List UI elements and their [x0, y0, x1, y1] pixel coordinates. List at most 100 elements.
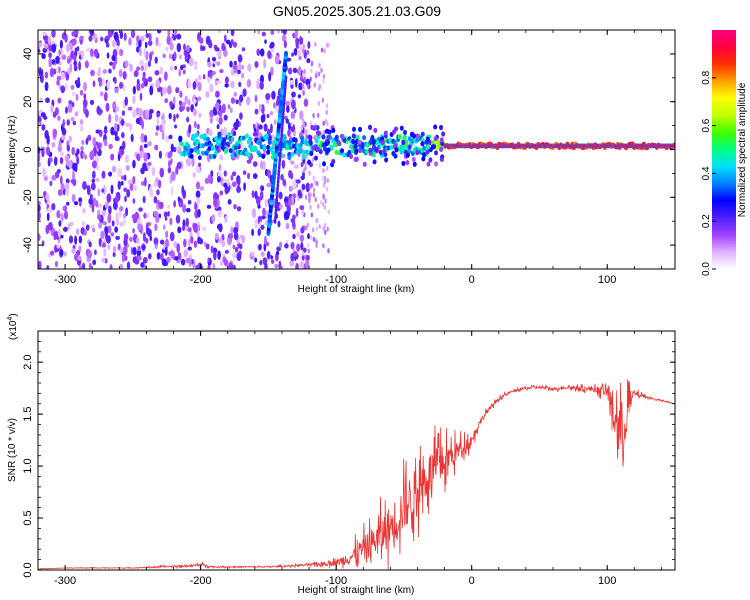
spectrogram-noise-cell — [85, 109, 89, 118]
spectrogram-noise-cell — [81, 262, 86, 269]
spectrogram-noise-cell — [158, 201, 164, 210]
spectrogram-noise-cell — [193, 240, 198, 249]
spectrogram-noise-cell — [302, 44, 305, 50]
spectrogram-noise-cell — [161, 130, 165, 141]
spectrogram-noise-cell — [138, 108, 143, 118]
spectrogram-noise-cell — [239, 94, 244, 103]
spectrogram-noise-cell — [221, 240, 226, 248]
spectrogram-noise-cell — [256, 83, 260, 90]
spectrogram-noise-cell — [124, 60, 129, 68]
spectrogram-noise-cell — [52, 128, 58, 138]
spectrogram-noise-cell — [112, 101, 117, 111]
spectrogram-noise-cell — [179, 90, 183, 98]
spectrogram-noise-cell — [144, 41, 148, 49]
spectrogram-noise-cell — [308, 196, 311, 202]
spectrogram-signal-halo — [439, 124, 444, 131]
spectrogram-noise-cell — [41, 53, 46, 60]
spectrogram-noise-cell — [186, 158, 192, 167]
spectrogram-noise-cell — [49, 67, 55, 78]
spectrogram-signal-cell — [214, 150, 219, 156]
spectrogram-noise-cell — [121, 253, 125, 263]
colorbar: 0.0 0.2 0.4 0.6 0.8 Normalized spectral ampl… — [701, 30, 748, 276]
spectrogram-noise-cell — [73, 65, 78, 72]
spectrogram-noise-cell — [245, 96, 251, 106]
spectrogram-noise-cell — [156, 200, 160, 205]
spectrogram-noise-cell — [236, 186, 242, 194]
snr-x-tick-label: -300 — [54, 575, 76, 587]
spectrogram-noise-cell — [172, 251, 176, 261]
spectrogram-signal-halo — [420, 131, 425, 137]
spectrogram-noise-cell — [214, 102, 220, 111]
spectrogram-noise-cell — [300, 175, 305, 181]
spectrogram-noise-cell — [45, 192, 50, 201]
spectrogram-noise-cell — [215, 90, 220, 98]
colorbar-ticks: 0.0 0.2 0.4 0.6 0.8 — [701, 70, 716, 276]
spectrogram-noise-cell — [238, 62, 242, 71]
spectrogram-noise-cell — [173, 200, 176, 208]
spectrogram-noise-cell — [45, 146, 51, 156]
spectrogram-noise-cell — [91, 149, 95, 156]
spectrogram-signal-halo — [312, 125, 317, 131]
spectrogram-noise-cell — [166, 85, 172, 95]
spectrogram-noise-cell — [283, 40, 287, 49]
spectrogram-noise-cell — [289, 259, 295, 267]
spectrogram-x-tick-label: -100 — [325, 274, 347, 286]
spectrogram-y-tick-label: 20 — [22, 96, 34, 108]
spectrogram-noise-cell — [277, 220, 281, 228]
spectrogram-noise-cell — [224, 76, 229, 84]
spectrogram-signal-halo — [380, 139, 385, 145]
spectrogram-noise-cell — [46, 212, 50, 222]
spectrogram-noise-cell — [66, 144, 71, 152]
spectrogram-noise-cell — [186, 44, 190, 53]
spectrogram-noise-cell — [299, 205, 305, 211]
spectrogram-signal-cell — [301, 149, 306, 155]
spectrogram-noise-cell — [57, 97, 62, 104]
spectrogram-noise-cell — [104, 201, 109, 209]
snr-y-tick-label: 2.0 — [22, 355, 34, 370]
spectrogram-noise-cell — [312, 236, 316, 242]
spectrogram-noise-cell — [96, 142, 102, 150]
spectrogram-noise-cell — [273, 118, 277, 126]
spectrogram-noise-cell — [220, 176, 224, 187]
spectrogram-noise-cell — [261, 31, 266, 37]
spectrogram-noise-cell — [176, 243, 180, 253]
spectrogram-noise-cell — [214, 78, 218, 86]
spectrogram-noise-cell — [113, 130, 118, 137]
spectrogram-noise-cell — [65, 43, 70, 53]
spectrogram-signal-halo — [415, 133, 420, 139]
spectrogram-noise-cell — [48, 57, 53, 68]
spectrogram-x-tick-label: 0 — [469, 274, 475, 286]
spectrogram-noise-cell — [168, 112, 172, 120]
spectrogram-signal-cell — [350, 148, 355, 154]
spectrogram-signal-halo — [349, 153, 354, 160]
snr-x-tick-label: -200 — [190, 575, 212, 587]
spectrogram-noise-cell — [211, 213, 216, 223]
spectrogram-noise-cell — [260, 251, 265, 257]
spectrogram-noise-cell — [116, 38, 120, 48]
spectrogram-noise-cell — [130, 133, 134, 143]
spectrogram-signal-halo — [430, 144, 435, 150]
spectrogram-noise-cell — [198, 37, 204, 44]
spectrogram-noise-cell — [183, 249, 189, 258]
spectrogram-noise-cell — [315, 181, 319, 187]
spectrogram-noise-cell — [186, 116, 190, 123]
spectrogram-noise-cell — [97, 77, 102, 83]
spectrogram-noise-cell — [124, 195, 127, 203]
spectrogram-noise-cell — [120, 131, 125, 139]
spectrogram-signal-halo — [372, 139, 377, 145]
snr-series-line — [37, 379, 675, 570]
spectrogram-noise-cell — [210, 245, 214, 254]
spectrogram-noise-cell — [170, 143, 174, 153]
spectrogram-noise-cell — [219, 69, 224, 74]
spectrogram-noise-cell — [322, 175, 325, 181]
spectrogram-noise-cell — [92, 227, 96, 233]
spectrogram-noise-cell — [114, 194, 120, 204]
spectrogram-noise-cell — [307, 233, 310, 240]
spectrogram-noise-cell — [296, 50, 302, 57]
spectrogram-signal-halo — [351, 133, 356, 139]
spectrogram-signal-cell — [241, 135, 246, 141]
spectrogram-noise-cell — [233, 130, 237, 137]
spectrogram-noise-cell — [256, 48, 261, 56]
spectrogram-noise-cell — [299, 75, 304, 82]
spectrogram-noise-cell — [119, 30, 124, 40]
